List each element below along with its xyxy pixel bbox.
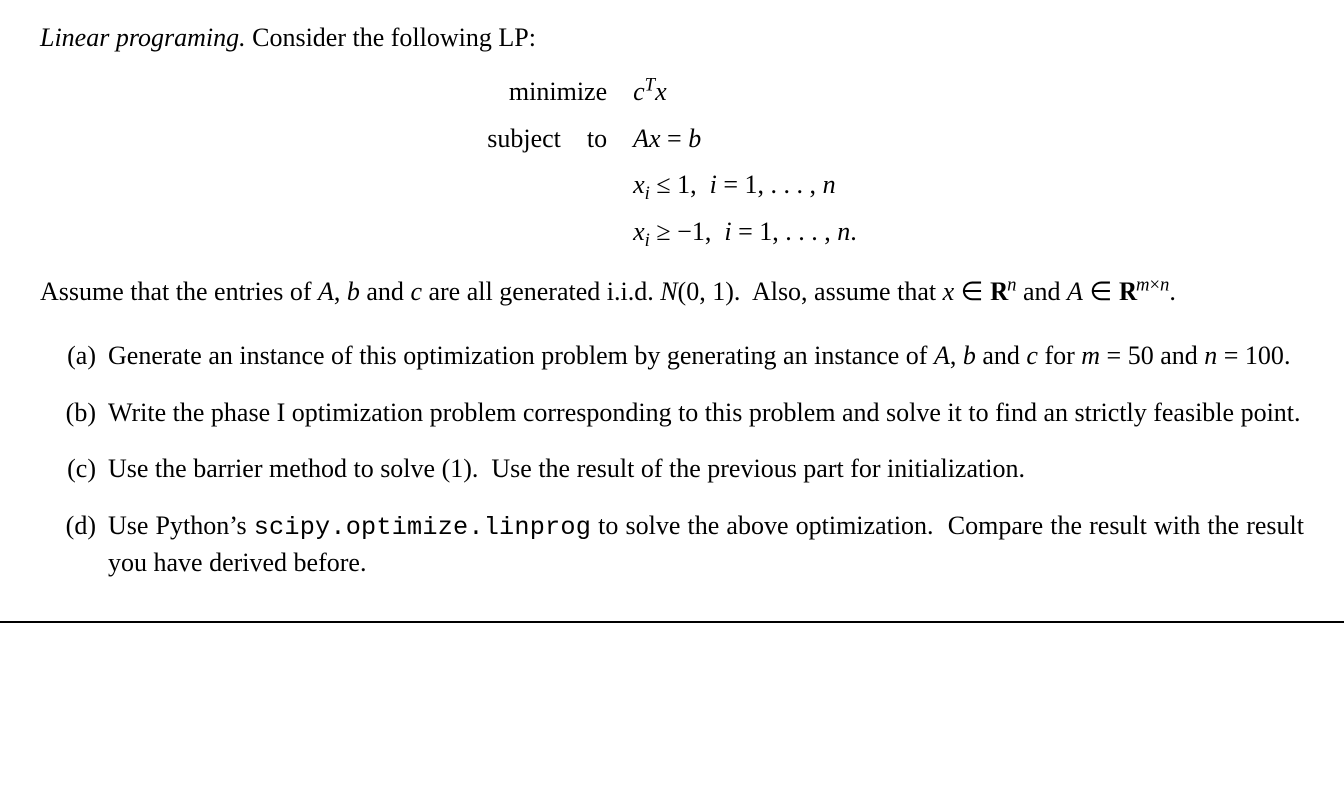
lp-definition: minimize cTx subject to Ax = b xi ≤ 1, i = 1…	[40, 74, 1304, 250]
subproblem-marker: (d)	[40, 508, 108, 582]
lp-row-label	[487, 214, 607, 250]
problem-page: Linear programing. Consider the followin…	[0, 0, 1344, 623]
problem-title: Linear programing.	[40, 23, 246, 52]
intro-text: Consider the following LP:	[252, 23, 536, 52]
lp-row-expr: xi ≥ −1, i = 1, . . . , n.	[633, 214, 857, 250]
subproblem-text: Generate an instance of this optimizatio…	[108, 338, 1304, 374]
lp-row-label: subject to	[487, 121, 607, 157]
subproblem-text: Write the phase I optimization problem c…	[108, 395, 1304, 431]
subproblem-text: Use the barrier method to solve (1). Use…	[108, 451, 1304, 487]
lp-row-label	[487, 167, 607, 203]
assumption-paragraph: Assume that the entries of A, b and c ar…	[40, 274, 1304, 310]
subproblem-list: (a)Generate an instance of this optimiza…	[40, 338, 1304, 581]
subproblem-item: (b)Write the phase I optimization proble…	[40, 395, 1304, 431]
subproblem-item: (d)Use Python’s scipy.optimize.linprog t…	[40, 508, 1304, 582]
subproblem-marker: (a)	[40, 338, 108, 374]
intro-line: Linear programing. Consider the followin…	[40, 20, 1304, 56]
subproblem-text: Use Python’s scipy.optimize.linprog to s…	[108, 508, 1304, 582]
lp-row-expr: Ax = b	[633, 121, 857, 157]
lp-row-expr: cTx	[633, 74, 857, 110]
subproblem-marker: (b)	[40, 395, 108, 431]
lp-row-label: minimize	[487, 74, 607, 110]
lp-row-expr: xi ≤ 1, i = 1, . . . , n	[633, 167, 857, 203]
subproblem-marker: (c)	[40, 451, 108, 487]
subproblem-item: (a)Generate an instance of this optimiza…	[40, 338, 1304, 374]
subproblem-item: (c)Use the barrier method to solve (1). …	[40, 451, 1304, 487]
